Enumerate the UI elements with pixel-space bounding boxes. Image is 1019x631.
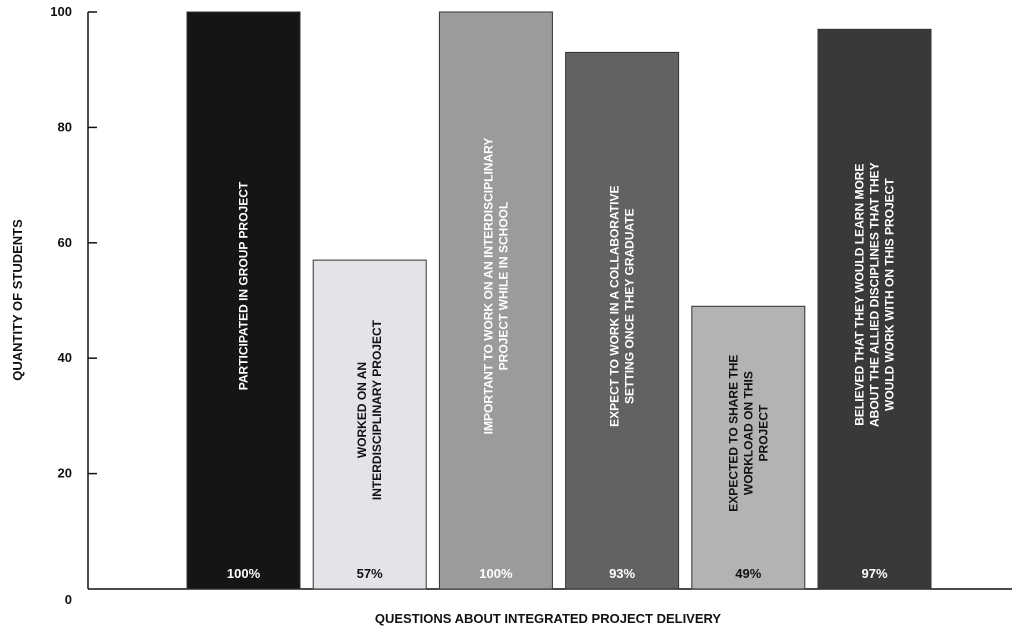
- bar: [186, 11, 301, 590]
- y-tick-label: 40: [58, 350, 72, 365]
- bar: [817, 28, 932, 590]
- bar-group: 100% IMPORTANT TO WORK ON AN INTERDISCIPL…: [438, 11, 553, 590]
- bar: [312, 259, 427, 590]
- bar-value-label: 49%: [735, 566, 761, 581]
- bar-category-line: ABOUT THE ALLIED DISCIPLINES THAT THEY: [868, 162, 882, 427]
- bar-category-line: INTERDISCIPLINARY PROJECT: [370, 319, 384, 500]
- bar-category-line: SETTING ONCE THEY GRADUATE: [623, 208, 637, 404]
- bar-category-line: WORKED ON AN: [355, 362, 369, 458]
- bar-category-line: PARTICIPATED IN GROUP PROJECT: [237, 181, 251, 390]
- bar-group: 100% PARTICIPATED IN GROUP PROJECT: [186, 11, 301, 590]
- bar-group: 97% BELIEVED THAT THEY WOULD LEARN MORE AB…: [817, 28, 932, 590]
- bar-category-line: WORKLOAD ON THIS: [741, 371, 755, 495]
- bar-category-line: EXPECT TO WORK IN A COLLABORATIVE: [608, 186, 622, 427]
- bar: [565, 51, 680, 590]
- bar-category-label: IMPORTANT TO WORK ON AN INTERDISCIPLINAR…: [481, 138, 510, 435]
- bar-category-line: WOULD WORK WITH ON THIS PROJECT: [883, 178, 897, 411]
- y-tick-label: 100: [50, 4, 72, 19]
- bar-group: 49% EXPECTED TO SHARE THE WORKLOAD ON THIS…: [691, 305, 806, 590]
- bar-group: 57% WORKED ON AN INTERDISCIPLINARY PROJECT: [312, 259, 427, 590]
- bar-category-label: EXPECTED TO SHARE THE WORKLOAD ON THIS PRO…: [726, 355, 770, 512]
- bar-category-line: PROJECT: [756, 404, 770, 461]
- bar-category-line: EXPECTED TO SHARE THE: [726, 355, 740, 512]
- y-axis-title: QUANTITY OF STUDENTS: [10, 219, 25, 381]
- bar-group: 93% EXPECT TO WORK IN A COLLABORATIVE SETT…: [565, 51, 680, 590]
- y-tick-label: 0: [65, 592, 72, 607]
- bar-category-label: WORKED ON AN INTERDISCIPLINARY PROJECT: [355, 319, 384, 500]
- bar: [438, 11, 553, 590]
- bar-category-line: IMPORTANT TO WORK ON AN INTERDISCIPLINAR…: [481, 138, 495, 435]
- bar-value-label: 57%: [357, 566, 383, 581]
- y-tick-label: 80: [58, 119, 72, 134]
- x-axis-title: QUESTIONS ABOUT INTEGRATED PROJECT DELIV…: [375, 611, 722, 626]
- bar-value-label: 93%: [609, 566, 635, 581]
- bar-category-label: BELIEVED THAT THEY WOULD LEARN MORE ABOUT…: [853, 162, 897, 427]
- bar-category-label: PARTICIPATED IN GROUP PROJECT: [237, 181, 251, 390]
- y-ticks: 0 20 40 60 80 100: [50, 4, 97, 607]
- y-tick-label: 20: [58, 466, 72, 481]
- bars: 100% PARTICIPATED IN GROUP PROJECT 57% WORK…: [186, 11, 932, 590]
- bar-category-line: PROJECT WHILE IN SCHOOL: [496, 202, 510, 371]
- bar-category-line: BELIEVED THAT THEY WOULD LEARN MORE: [853, 164, 867, 426]
- y-tick-label: 60: [58, 235, 72, 250]
- bar-category-label: EXPECT TO WORK IN A COLLABORATIVE SETTING…: [608, 186, 637, 427]
- bar: [691, 305, 806, 590]
- bar-value-label: 100%: [227, 566, 261, 581]
- bar-value-label: 100%: [479, 566, 513, 581]
- bar-value-label: 97%: [861, 566, 887, 581]
